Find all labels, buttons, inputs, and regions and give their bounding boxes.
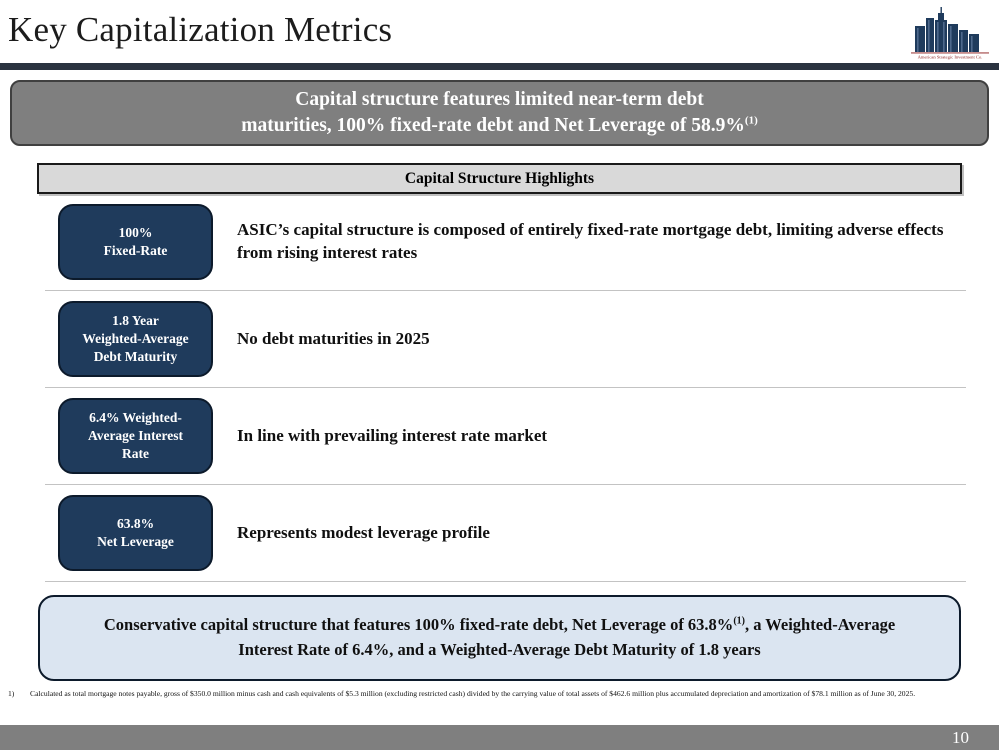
summary-part-1: Conservative capital structure that feat… bbox=[103, 615, 734, 635]
metric-badge-debt-maturity: 1.8 Year Weighted-Average Debt Maturity bbox=[58, 301, 213, 377]
highlight-row-net-leverage: 63.8% Net Leverage Represents modest lev… bbox=[0, 485, 999, 581]
row-divider bbox=[45, 484, 966, 485]
metric-description: No debt maturities in 2025 bbox=[237, 328, 430, 348]
highlight-row-fixed-rate: 100% Fixed-Rate ASIC’s capital structure… bbox=[0, 194, 999, 290]
metric-badge-net-leverage: 63.8% Net Leverage bbox=[58, 495, 213, 571]
company-logo-icon: American Strategic Investment Co. bbox=[911, 7, 989, 60]
logo-underline bbox=[911, 52, 989, 54]
row-divider bbox=[45, 581, 966, 582]
slide-header: Key Capitalization Metrics American Stra… bbox=[0, 0, 999, 63]
summary-part-2: , a Weighted-Average Interest Rate of 6.… bbox=[238, 615, 896, 659]
logo-caption: American Strategic Investment Co. bbox=[918, 55, 983, 60]
section-header-capital-structure-highlights: Capital Structure Highlights bbox=[37, 163, 962, 194]
highlight-row-debt-maturity: 1.8 Year Weighted-Average Debt Maturity … bbox=[0, 291, 999, 387]
metric-badge-interest-rate: 6.4% Weighted- Average Interest Rate bbox=[58, 398, 213, 474]
metric-description: In line with prevailing interest rate ma… bbox=[237, 425, 548, 445]
page-title: Key Capitalization Metrics bbox=[8, 10, 393, 49]
metric-description: Represents modest leverage profile bbox=[237, 522, 490, 542]
summary-text: Conservative capital structure that feat… bbox=[95, 613, 904, 663]
title-divider-bar bbox=[0, 63, 999, 70]
metric-badge-fixed-rate: 100% Fixed-Rate bbox=[58, 204, 213, 280]
footer-bar: 10 bbox=[0, 725, 999, 750]
headline-line-1: Capital structure features limited near-… bbox=[295, 88, 704, 110]
row-divider bbox=[45, 387, 966, 388]
footnote-text: Calculated as total mortgage notes payab… bbox=[30, 689, 916, 698]
highlight-row-interest-rate: 6.4% Weighted- Average Interest Rate In … bbox=[0, 388, 999, 484]
headline-line-2-text: maturities, 100% fixed-rate debt and Net… bbox=[241, 115, 745, 136]
footnote-marker: 1) bbox=[8, 689, 15, 698]
metric-description: ASIC’s capital structure is composed of … bbox=[237, 220, 944, 262]
page-number: 10 bbox=[952, 727, 969, 747]
footnote-reference: (1) bbox=[744, 114, 758, 127]
headline-line-2: maturities, 100% fixed-rate debt and Net… bbox=[241, 113, 757, 139]
headline-banner: Capital structure features limited near-… bbox=[10, 80, 989, 146]
footnote-reference: (1) bbox=[733, 615, 745, 627]
footnote: 1) Calculated as total mortgage notes pa… bbox=[8, 688, 991, 699]
summary-callout-box: Conservative capital structure that feat… bbox=[38, 595, 961, 681]
row-divider bbox=[45, 290, 966, 291]
